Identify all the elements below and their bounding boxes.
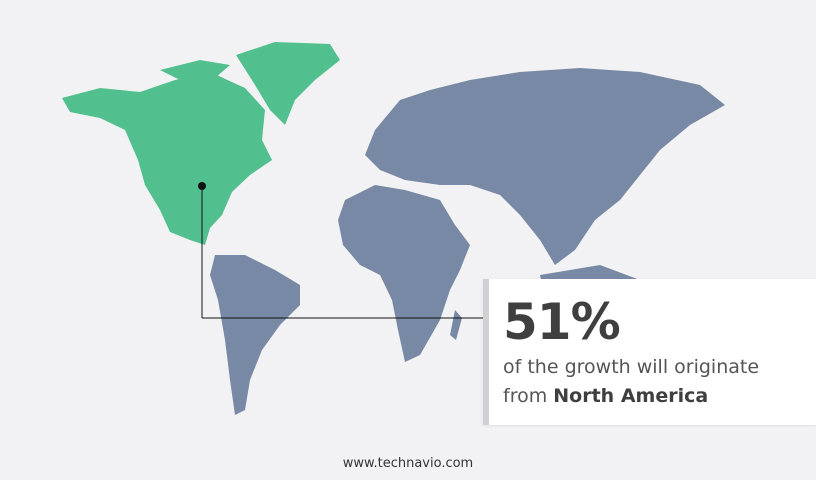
growth-description: of the growth will originate bbox=[503, 356, 760, 378]
footer-url: www.technavio.com bbox=[342, 456, 474, 471]
north-america bbox=[62, 42, 340, 245]
highlight-card: 51% of the growth will originate from No… bbox=[483, 279, 816, 425]
region-prefix: from bbox=[503, 385, 548, 407]
growth-percent: 51% bbox=[503, 293, 621, 351]
region-name: North America bbox=[553, 385, 709, 407]
growth-region-line: from North America bbox=[503, 385, 708, 407]
location-marker bbox=[198, 182, 206, 190]
